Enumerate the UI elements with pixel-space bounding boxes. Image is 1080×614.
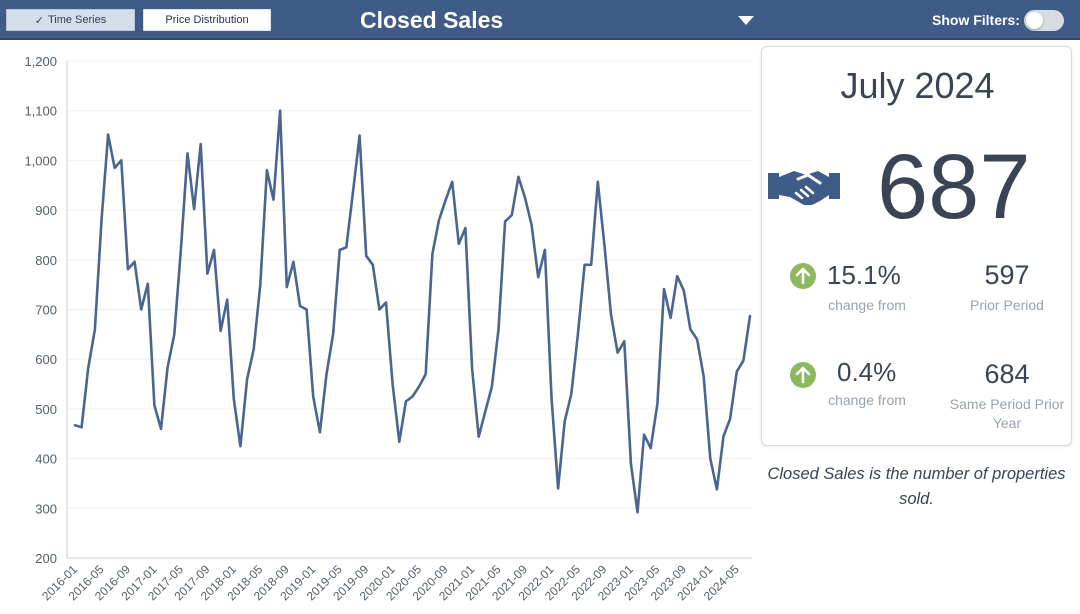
same-period-prior-year-value: 684	[984, 359, 1030, 389]
y-tick-label: 500	[35, 402, 57, 417]
tab-price-distribution[interactable]: Price Distribution	[143, 9, 271, 31]
tab-time-series[interactable]: ✓ Time Series	[6, 9, 135, 31]
change-percent-prior-year: 0.4%	[837, 357, 897, 387]
prior-period-label: Prior Period	[970, 297, 1044, 313]
up-arrow-icon	[790, 263, 816, 289]
closed-sales-series-line	[73, 109, 752, 514]
chart-grid	[66, 60, 752, 559]
y-tick-label: 300	[35, 501, 57, 516]
tab-price-distribution-label: Price Distribution	[165, 14, 249, 26]
y-tick-label: 200	[35, 551, 57, 566]
chart-series	[73, 109, 752, 514]
y-tick-label: 800	[35, 253, 57, 268]
change-percent-prior-period: 15.1%	[827, 260, 901, 290]
y-tick-label: 600	[35, 352, 57, 367]
metric-description: Closed Sales is the number of properties…	[767, 465, 1066, 508]
summary-period: July 2024	[840, 65, 995, 106]
toggle-knob	[1026, 12, 1043, 29]
y-tick-label: 700	[35, 303, 57, 318]
y-tick-label: 1,100	[24, 104, 57, 119]
y-tick-label: 1,200	[24, 54, 57, 69]
y-axis-ticks: 200 300 400 500 600 700 800 900 1,000 1,100 1,200	[24, 54, 57, 566]
header-bar: ✓ Time Series Price Distribution Closed …	[0, 0, 1080, 40]
page-title: Closed Sales	[360, 7, 504, 33]
x-axis-ticks: 2016-012016-052016-092017-012017-052017-…	[39, 562, 742, 603]
up-arrow-icon	[790, 362, 816, 388]
closed-sales-line-chart: 2003004005006007008009001,0001,1001,200 …	[24, 54, 752, 603]
summary-card: July 2024 687 15.1% change from 597 Prio…	[761, 46, 1072, 446]
show-filters-toggle[interactable]	[1024, 10, 1064, 31]
handshake-icon	[768, 171, 840, 205]
show-filters-label: Show Filters:	[932, 12, 1020, 28]
summary-value: 687	[877, 136, 1031, 238]
change-from-label-1: change from	[828, 297, 906, 313]
same-period-prior-year-label: Same Period Prior Year	[949, 396, 1065, 431]
y-tick-label: 1,000	[24, 153, 57, 168]
y-tick-label: 900	[35, 203, 57, 218]
metric-dropdown-caret-icon[interactable]	[738, 16, 754, 25]
y-tick-label: 400	[35, 452, 57, 467]
change-from-label-2: change from	[828, 392, 906, 408]
prior-period-value: 597	[984, 260, 1030, 290]
checkmark-icon: ✓	[34, 14, 44, 27]
tab-time-series-label: Time Series	[47, 14, 107, 26]
